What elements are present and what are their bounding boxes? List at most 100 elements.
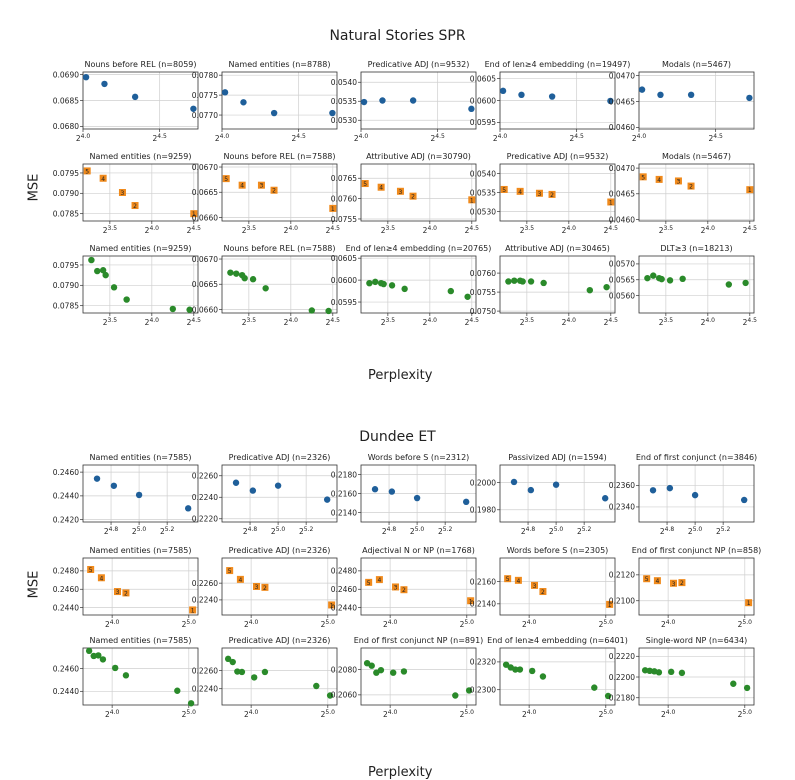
data-point <box>262 285 269 292</box>
axes-frame <box>499 557 616 616</box>
data-point <box>746 94 753 102</box>
subplot-1-1-0: 24.0 25.0 0.2440 0.2460 0.2480 Named entities… <box>53 546 199 629</box>
axes-frame <box>360 647 477 706</box>
subplot-title: End of first conjunct NP (n=858) <box>632 546 762 555</box>
y-tick-label: 0.2260 <box>192 579 218 588</box>
subplot-title: Predicative ADJ (n=9532) <box>368 60 470 69</box>
subplot-title: Named entities (n=9259) <box>90 152 192 161</box>
data-point-label: 3 <box>538 191 542 198</box>
x-tick-label: 24.5 <box>187 225 202 235</box>
x-tick-label: 24.0 <box>383 709 398 719</box>
data-point <box>308 307 316 314</box>
data-point <box>93 475 101 482</box>
y-tick-label: 0.0670 <box>192 255 218 264</box>
y-tick-label: 0.2000 <box>470 478 496 487</box>
data-point <box>462 498 470 506</box>
y-tick-label: 0.0790 <box>53 281 79 290</box>
data-point-label: 5 <box>641 174 645 181</box>
data-point <box>241 274 248 282</box>
subplot-title: End of len≥4 embedding (n=19497) <box>485 60 631 69</box>
y-tick-label: 0.0535 <box>331 97 357 106</box>
data-point <box>658 275 665 283</box>
y-tick-label: 0.0595 <box>470 118 496 127</box>
data-point <box>540 279 547 287</box>
axes-frame <box>360 71 477 130</box>
data-point <box>221 89 229 96</box>
subplot-1-2-2: 24.0 25.0 0.2060 0.2080 End of first conjunc… <box>331 636 484 719</box>
axes-frame <box>82 255 199 314</box>
y-tick-label: 0.0760 <box>331 194 357 203</box>
data-point <box>238 181 246 189</box>
y-tick-label: 0.0660 <box>192 305 218 314</box>
data-point <box>360 98 368 106</box>
data-point <box>511 277 518 284</box>
x-tick-label: 24.5 <box>326 317 341 327</box>
x-tick-label: 25.0 <box>599 619 614 629</box>
subplot-1-0-0: 24.8 25.0 25.2 0.2420 0.2440 0.2460 Named enti… <box>53 453 199 536</box>
subplot-1-1-2: 24.0 25.0 0.2440 0.2460 0.2480 Adjectival N o… <box>331 546 477 629</box>
y-tick-label: 0.2440 <box>53 687 79 696</box>
y-tick-label: 0.0595 <box>331 298 357 307</box>
data-point <box>606 600 614 608</box>
data-point <box>380 280 387 288</box>
data-point <box>110 482 118 489</box>
data-point-label: 4 <box>518 189 522 196</box>
data-point <box>122 672 130 679</box>
data-point <box>186 306 193 313</box>
x-tick-label: 24.0 <box>244 709 259 719</box>
y-tick-label: 0.0795 <box>53 169 79 178</box>
y-tick-label: 0.0540 <box>470 169 496 178</box>
x-tick-label: 24.0 <box>354 133 369 143</box>
x-tick-label: 24.0 <box>632 133 647 143</box>
x-tick-label: 24.0 <box>661 619 676 629</box>
y-tick-label: 0.0685 <box>53 96 79 105</box>
data-point <box>401 285 408 293</box>
x-tick-label: 24.0 <box>493 133 508 143</box>
data-point <box>99 656 107 663</box>
x-tick-label: 24.5 <box>743 317 758 327</box>
data-point <box>649 487 657 494</box>
data-point <box>413 494 421 502</box>
data-point-label: 2 <box>541 589 545 596</box>
data-point-label: 5 <box>645 576 649 583</box>
data-point <box>400 586 408 594</box>
y-tick-label: 0.2160 <box>470 577 496 586</box>
subplot-title: Words before S (n=2312) <box>368 453 470 462</box>
subplot-1-1-4: 24.0 25.0 0.2100 0.2120 End of first conjunc… <box>609 546 762 629</box>
data-point <box>101 80 108 88</box>
data-point <box>249 276 257 283</box>
x-tick-label: 23.5 <box>103 317 118 327</box>
data-point <box>366 279 373 287</box>
data-point-label: 1 <box>331 206 335 213</box>
subplot-0-0-0: 24.0 24.5 0.0680 0.0685 0.0690 Nouns before R… <box>53 60 199 143</box>
data-point <box>516 187 524 195</box>
data-point <box>270 186 278 194</box>
x-tick-label: 23.5 <box>520 225 535 235</box>
x-tick-label: 23.5 <box>103 225 118 235</box>
subplot-title: Named entities (n=7585) <box>90 636 192 645</box>
x-tick-label: 25.2 <box>299 526 314 536</box>
data-point <box>123 296 130 303</box>
y-tick-label: 0.0600 <box>470 96 496 105</box>
y-tick-label: 0.0780 <box>192 71 218 80</box>
data-point <box>499 87 507 95</box>
axes-frame <box>638 647 755 706</box>
data-point <box>607 198 615 206</box>
x-tick-label: 24.0 <box>284 225 299 235</box>
data-point <box>687 182 695 190</box>
subplot-title: DLT≥3 (n=18213) <box>660 244 732 253</box>
data-point <box>361 180 369 188</box>
data-point <box>655 175 663 183</box>
data-point <box>226 567 234 575</box>
data-point <box>388 282 396 289</box>
y-tick-label: 0.0470 <box>609 71 635 80</box>
subplot-title: End of len≥4 embedding (n=6401) <box>487 636 628 645</box>
x-tick-label: 24.5 <box>465 317 480 327</box>
subplot-title: Nouns before REL (n=8059) <box>84 60 196 69</box>
data-point <box>371 486 379 493</box>
data-point <box>377 666 385 674</box>
x-tick-label: 23.5 <box>659 317 674 327</box>
subplot-1-0-2: 24.8 25.0 25.2 0.2140 0.2160 0.2180 Words befo… <box>331 453 477 536</box>
data-point <box>518 91 525 99</box>
subplot-title: End of first conjunct NP (n=891) <box>354 636 484 645</box>
